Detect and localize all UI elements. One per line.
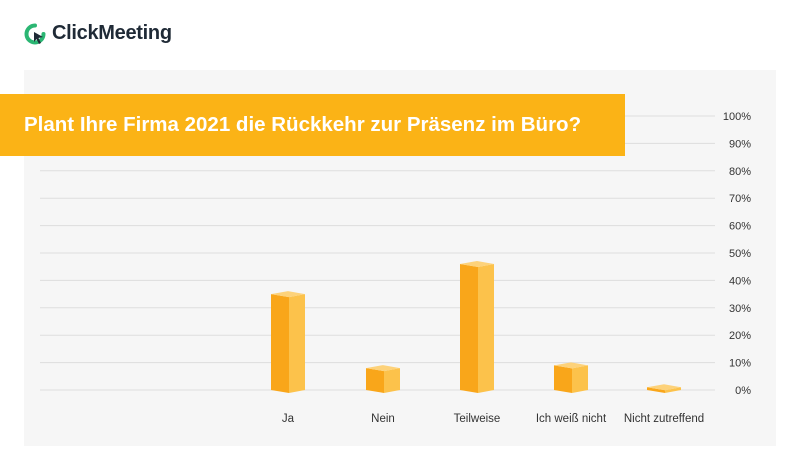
y-tick-label: 100%	[723, 111, 751, 123]
bar-face-right	[665, 387, 681, 393]
bar	[460, 260, 494, 393]
x-category-label: Nein	[371, 413, 395, 425]
brand-name: ClickMeeting	[52, 22, 172, 44]
title-banner: Plant Ihre Firma 2021 die Rückkehr zur P…	[0, 94, 625, 156]
bar-face-right	[478, 263, 494, 393]
bar-top	[554, 362, 588, 369]
y-tick-label: 30%	[729, 303, 751, 315]
chart-title: Plant Ihre Firma 2021 die Rückkehr zur P…	[24, 113, 582, 136]
bar-top	[647, 384, 681, 391]
y-tick-label: 60%	[729, 221, 751, 233]
bar-top	[271, 291, 305, 298]
y-tick-label: 40%	[729, 275, 751, 287]
bar	[554, 362, 588, 393]
bar-face-left	[554, 365, 572, 393]
x-category-label: Ja	[282, 413, 295, 425]
y-tick-label: 10%	[729, 358, 751, 370]
y-tick-label: 80%	[729, 166, 751, 178]
bars	[271, 260, 681, 393]
y-tick-label: 70%	[729, 193, 751, 205]
y-tick-label: 50%	[729, 248, 751, 260]
x-axis-labels: Ja Nein Teilweise Ich weiß nicht Nicht zutre…	[282, 413, 704, 425]
y-tick-label: 0%	[735, 385, 751, 397]
x-category-label: Teilweise	[454, 413, 501, 425]
y-tick-label: 20%	[729, 330, 751, 342]
x-category-label: Ich weiß nicht	[536, 413, 607, 425]
bar-top	[366, 365, 400, 372]
clickmeeting-logo: ClickMeeting	[24, 22, 172, 45]
bar-face-left	[647, 387, 665, 393]
bar-top	[460, 260, 494, 267]
y-axis-ticks: 0% 10% 20% 30% 40% 50% 60% 70% 80% 90% 100%	[723, 111, 751, 397]
bar	[366, 365, 400, 393]
bar-face-right	[384, 368, 400, 393]
bar-face-left	[460, 263, 478, 393]
bar-face-right	[572, 365, 588, 393]
y-tick-label: 90%	[729, 138, 751, 150]
bar	[271, 291, 305, 393]
bar	[647, 384, 681, 393]
grid-lines	[40, 115, 715, 391]
bar-face-right	[289, 294, 305, 393]
clickmeeting-logo-icon	[24, 23, 46, 44]
bar-face-left	[366, 368, 384, 393]
x-category-label: Nicht zutreffend	[624, 413, 704, 425]
bar-face-left	[271, 294, 289, 393]
